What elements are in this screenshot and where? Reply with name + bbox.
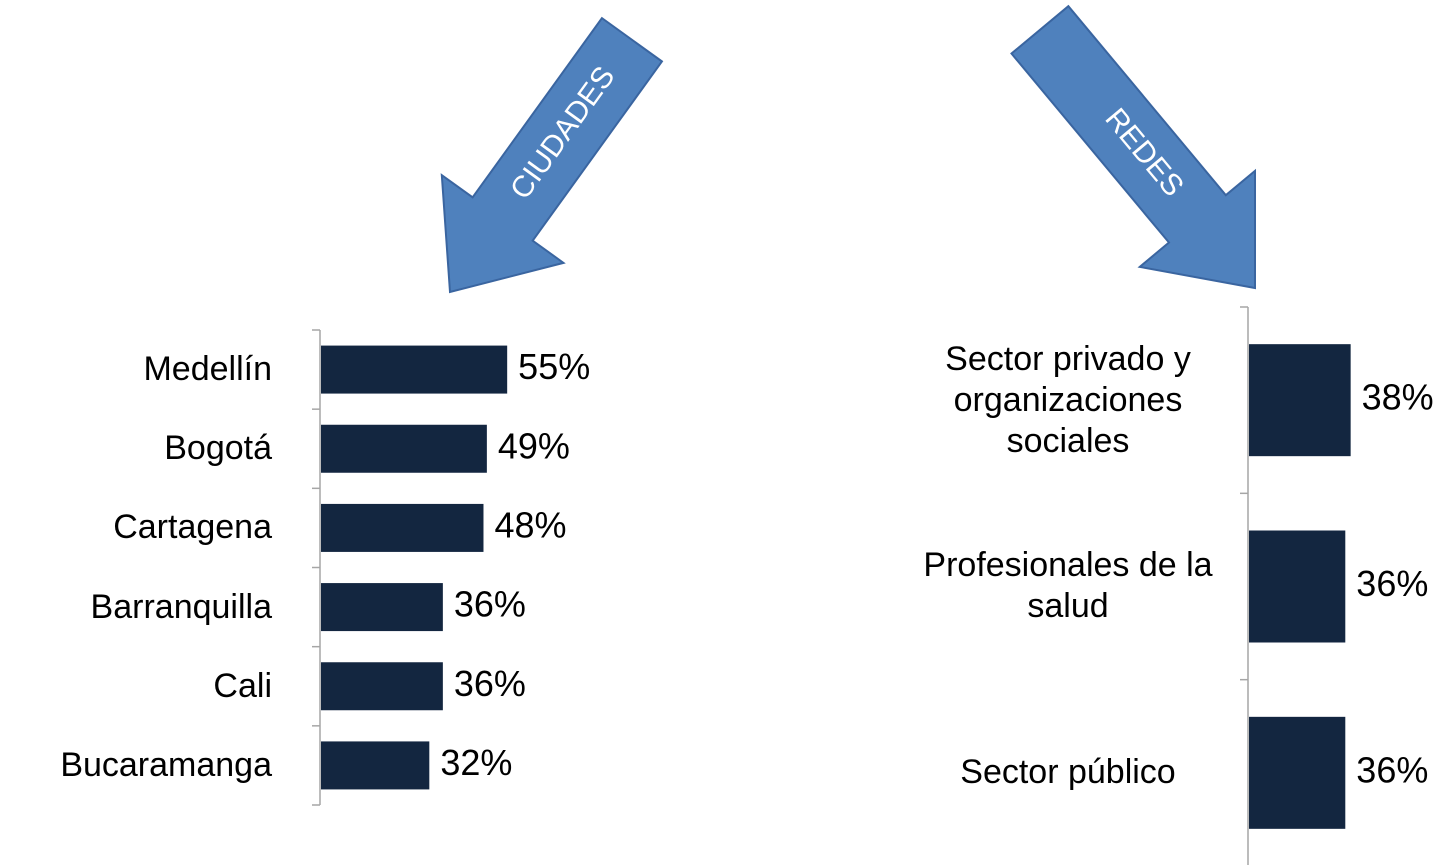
value-label: 36% — [1356, 563, 1428, 604]
bar — [1249, 344, 1351, 457]
value-label: 48% — [494, 504, 566, 545]
bar — [1249, 716, 1346, 829]
value-label: 55% — [518, 346, 590, 387]
category-label: Bucaramanga — [60, 745, 272, 784]
bar — [1249, 530, 1346, 643]
value-label: 36% — [1356, 749, 1428, 790]
bar — [321, 662, 443, 711]
category-label: Cali — [213, 666, 272, 705]
value-label: 32% — [440, 742, 512, 783]
category-label: Sector privado y organizaciones sociales — [945, 339, 1191, 460]
arrow-ciudades: CIUDADES — [440, 16, 664, 294]
arrow-redes: REDES — [1010, 4, 1257, 290]
bar — [321, 424, 487, 473]
category-label: Barranquilla — [90, 587, 272, 626]
bar — [321, 741, 430, 790]
category-label: Profesionales de la salud — [923, 546, 1213, 626]
category-label: Cartagena — [113, 508, 272, 547]
bar — [321, 503, 484, 552]
bar — [321, 583, 443, 632]
arrow-shape — [440, 16, 664, 294]
arrow-shape — [1010, 4, 1257, 290]
category-label: Medellín — [143, 350, 272, 389]
value-label: 36% — [454, 584, 526, 625]
bar — [321, 345, 508, 394]
value-label: 36% — [454, 663, 526, 704]
value-label: 49% — [498, 425, 570, 466]
category-label: Bogotá — [164, 429, 272, 468]
value-label: 38% — [1362, 377, 1434, 418]
category-label: Sector público — [960, 753, 1176, 792]
